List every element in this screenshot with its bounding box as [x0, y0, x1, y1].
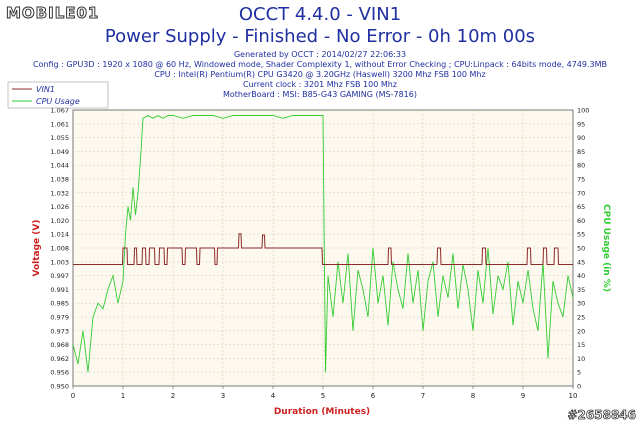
- y-tick-label: 0.991: [50, 286, 69, 294]
- y2-tick-label: 75: [577, 176, 585, 184]
- y2-tick-label: 70: [577, 189, 585, 197]
- x-tick-label: 0: [71, 392, 75, 400]
- x-tick-label: 2: [171, 392, 175, 400]
- legend-vin1-label: VIN1: [36, 85, 55, 94]
- x-tick-label: 10: [569, 392, 578, 400]
- info-cpu: CPU : Intel(R) Pentium(R) CPU G3420 @ 3.…: [154, 70, 486, 79]
- info-generated: Generated by OCCT : 2014/02/27 22:06:33: [233, 50, 407, 59]
- x-tick-label: 8: [471, 392, 475, 400]
- y2-tick-label: 15: [577, 341, 585, 349]
- y2-axis-title: CPU Usage (in %): [601, 204, 611, 292]
- y-tick-label: 0.985: [50, 300, 69, 308]
- legend: VIN1 CPU Usage: [7, 81, 109, 109]
- y2-tick-label: 100: [577, 107, 589, 115]
- y-axis-title: Voltage (V): [32, 220, 42, 277]
- y-tick-label: 1.014: [50, 231, 69, 239]
- x-axis-title: Duration (Minutes): [274, 407, 370, 417]
- y2-tick-label: 85: [577, 148, 585, 156]
- y-tick-label: 1.020: [50, 217, 69, 225]
- y-tick-label: 0.968: [50, 341, 69, 349]
- y-tick-label: 0.962: [50, 355, 69, 363]
- x-tick-label: 9: [521, 392, 525, 400]
- y2-tick-label: 80: [577, 162, 585, 170]
- y-tick-label: 0.956: [50, 369, 69, 377]
- info-config: Config : GPU3D : 1920 x 1080 @ 60 Hz, Wi…: [32, 60, 608, 69]
- y2-tick-label: 35: [577, 286, 585, 294]
- x-tick-label: 4: [271, 392, 276, 400]
- x-tick-label: 6: [371, 392, 376, 400]
- y-tick-label: 0.950: [50, 383, 69, 391]
- y2-tick-label: 40: [577, 272, 585, 280]
- x-tick-label: 1: [121, 392, 125, 400]
- y2-tick-label: 50: [577, 245, 585, 253]
- y2-tick-label: 45: [577, 258, 585, 266]
- y-tick-label: 1.038: [50, 176, 69, 184]
- legend-cpu-label: CPU Usage: [36, 97, 80, 106]
- y2-tick-label: 5: [577, 369, 581, 377]
- y2-tick-label: 65: [577, 203, 585, 211]
- cpu-usage-line: [72, 114, 574, 373]
- y-tick-label: 1.032: [50, 189, 69, 197]
- x-tick-label: 5: [321, 392, 325, 400]
- info-motherboard: MotherBoard : MSI: B85-G43 GAMING (MS-78…: [223, 90, 417, 99]
- y2-tick-label: 20: [577, 327, 585, 335]
- watermark: #2658846: [567, 408, 636, 423]
- chart-subtitle: Power Supply - Finished - No Error - 0h …: [104, 26, 536, 47]
- y-tick-label: 1.067: [50, 107, 69, 115]
- y-tick-label: 1.044: [50, 162, 69, 170]
- y2-tick-label: 0: [577, 383, 581, 391]
- y2-tick-label: 95: [577, 120, 585, 128]
- chart-title: OCCT 4.4.0 - VIN1: [238, 4, 402, 25]
- y2-tick-label: 60: [577, 217, 585, 225]
- y-tick-label: 1.008: [50, 245, 69, 253]
- y-tick-label: 1.003: [50, 258, 69, 266]
- x-tick-label: 7: [421, 392, 425, 400]
- y-tick-label: 1.049: [50, 148, 69, 156]
- y-tick-label: 0.979: [50, 314, 69, 322]
- y-tick-label: 0.973: [50, 327, 69, 335]
- y2-tick-label: 90: [577, 134, 585, 142]
- y2-tick-label: 25: [577, 314, 585, 322]
- y2-tick-label: 30: [577, 300, 585, 308]
- mobile01-logo: MOBILE01: [5, 4, 100, 23]
- y-tick-label: 0.997: [50, 272, 69, 280]
- y-tick-label: 1.055: [50, 134, 69, 142]
- y2-tick-label: 10: [577, 355, 585, 363]
- x-tick-label: 3: [221, 392, 225, 400]
- y2-tick-label: 55: [577, 231, 585, 239]
- y-tick-label: 1.026: [50, 203, 69, 211]
- info-clock: Current clock : 3201 Mhz FSB 100 Mhz: [242, 80, 398, 89]
- vin1-line: [73, 233, 573, 265]
- y-tick-label: 1.061: [50, 120, 69, 128]
